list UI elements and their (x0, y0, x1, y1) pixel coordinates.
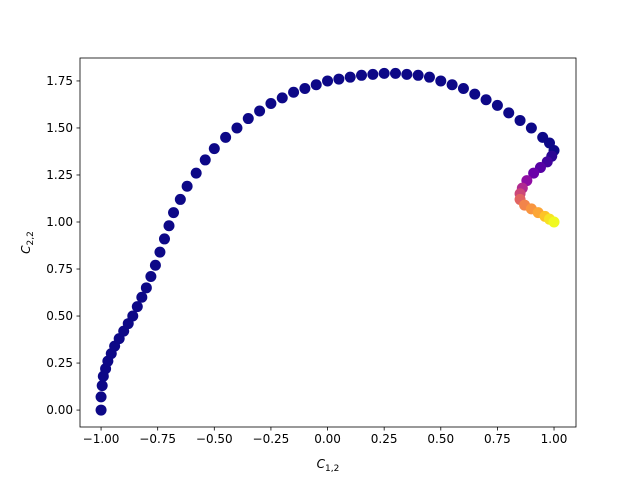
scatter-point (208, 143, 220, 155)
scatter-point (344, 71, 356, 83)
scatter-point (96, 380, 108, 392)
x-tick-label: −0.25 (253, 432, 290, 446)
y-tick-label: 0.25 (46, 356, 73, 370)
x-tick-label: −0.50 (196, 432, 233, 446)
scatter-point (254, 105, 266, 117)
scatter-point (95, 391, 107, 403)
scatter-point (95, 404, 107, 416)
x-tick-label: 1.00 (541, 432, 568, 446)
scatter-point (265, 98, 277, 110)
scatter-point (158, 233, 170, 245)
scatter-point (503, 107, 515, 119)
scatter-point (446, 79, 458, 91)
scatter-point (199, 154, 211, 166)
scatter-point (127, 310, 139, 322)
scatter-point (310, 79, 322, 91)
y-tick-label: 1.25 (46, 168, 73, 182)
x-tick-label: 0.50 (427, 432, 454, 446)
scatter-point (514, 114, 526, 126)
y-tick-label: 1.00 (46, 215, 73, 229)
scatter-point (378, 67, 390, 79)
x-axis-label-sub: 1,2 (325, 464, 339, 474)
y-axis-label-sub: 2,2 (26, 231, 36, 245)
y-tick-label: 0.75 (46, 262, 73, 276)
y-axis-label-base: C (19, 245, 33, 254)
scatter-point (231, 122, 243, 134)
x-axis-label-base: C (317, 457, 326, 471)
scatter-point (435, 75, 447, 87)
x-tick-label: 0.25 (371, 432, 398, 446)
scatter-point (220, 131, 232, 143)
scatter-point (525, 122, 537, 134)
scatter-point (480, 94, 492, 106)
plot-frame (79, 57, 577, 428)
x-axis-label: C1,2 (317, 457, 340, 474)
y-tick-label: 0.50 (46, 309, 73, 323)
y-tick-label: 1.50 (46, 121, 73, 135)
scatter-point (288, 86, 300, 98)
scatter-point (149, 259, 161, 271)
scatter-point (242, 113, 254, 125)
scatter-point (412, 69, 424, 81)
x-tick-label: 0.00 (314, 432, 341, 446)
y-tick-label: 0.00 (46, 403, 73, 417)
scatter-point (154, 246, 166, 258)
x-tick-label: −1.00 (83, 432, 120, 446)
scatter-point (322, 75, 334, 87)
scatter-point (528, 167, 540, 179)
scatter-point (457, 82, 469, 94)
scatter-point (168, 207, 180, 219)
scatter-point (145, 271, 157, 283)
scatter-point (423, 71, 435, 83)
scatter-point (299, 82, 311, 94)
scatter-point (491, 99, 503, 111)
scatter-point (333, 73, 345, 85)
scatter-point (136, 291, 148, 303)
scatter-point (469, 88, 481, 100)
scatter-point (389, 67, 401, 79)
x-tick-label: −0.75 (139, 432, 176, 446)
scatter-point (140, 282, 152, 294)
scatter-point (163, 220, 175, 232)
scatter-point (190, 167, 202, 179)
x-tick-label: 0.75 (484, 432, 511, 446)
y-axis-label: C2,2 (19, 231, 36, 254)
scatter-point (174, 193, 186, 205)
scatter-point (181, 180, 193, 192)
scatter-point (356, 69, 368, 81)
scatter-point (276, 92, 288, 104)
scatter-point (548, 216, 560, 228)
scatter-point (367, 68, 379, 80)
y-tick-label: 1.75 (46, 74, 73, 88)
scatter-point (131, 301, 143, 313)
scatter-point (401, 68, 413, 80)
